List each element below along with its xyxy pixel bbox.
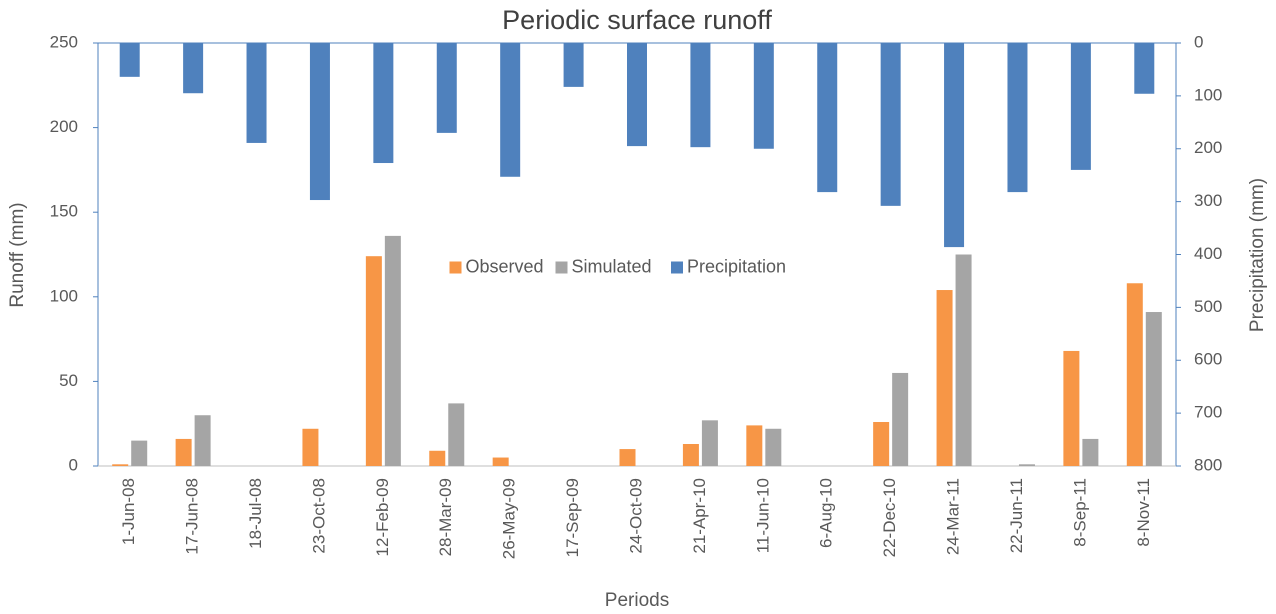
precipitation-bar: [1134, 43, 1155, 94]
y-tick-label: 100: [50, 286, 78, 305]
runoff-bar: [112, 464, 129, 466]
x-tick-label: 11-Jun-10: [753, 478, 772, 553]
runoff-bar: [619, 449, 636, 466]
x-tick-label: 1-Jun-08: [119, 478, 138, 545]
precipitation-bar: [119, 43, 140, 77]
y2-tick-label: 600: [1194, 350, 1222, 369]
x-tick-label: 28-Mar-09: [436, 478, 455, 556]
precipitation-bar: [880, 43, 901, 206]
runoff-bar: [365, 256, 382, 466]
precipitation-bar: [309, 43, 330, 201]
runoff-bar: [701, 420, 718, 466]
y2-tick-label: 700: [1194, 403, 1222, 422]
y-tick-label: 0: [69, 455, 78, 474]
x-tick-label: 24-Oct-09: [626, 478, 645, 554]
runoff-bar: [682, 444, 699, 466]
precipitation-bar: [183, 43, 204, 94]
runoff-bar: [194, 415, 211, 466]
runoff-bar: [448, 403, 465, 466]
y2-tick-label: 100: [1194, 85, 1222, 104]
y2-tick-label: 400: [1194, 244, 1222, 263]
precipitation-bar: [373, 43, 394, 164]
y2-axis-title: Precipitation (mm): [1247, 178, 1268, 332]
runoff-bar: [1082, 438, 1099, 466]
x-axis-title: Periods: [605, 590, 669, 611]
runoff-bar: [429, 450, 446, 466]
precipitation-bar: [1007, 43, 1028, 193]
runoff-bar: [175, 438, 192, 466]
precipitation-bar: [944, 43, 965, 248]
y2-tick-label: 500: [1194, 297, 1222, 316]
runoff-bar: [765, 428, 782, 466]
y2-tick-label: 300: [1194, 191, 1222, 210]
x-tick-label: 8-Nov-11: [1134, 478, 1153, 547]
y-axis-title: Runoff (mm): [7, 202, 28, 307]
runoff-bar: [1126, 283, 1143, 466]
legend-label: Observed: [466, 256, 544, 276]
precipitation-bar: [1070, 43, 1091, 170]
y2-tick-label: 800: [1194, 455, 1222, 474]
runoff-bar: [1145, 312, 1162, 466]
precipitation-bar: [627, 43, 647, 147]
y-tick-label: 250: [50, 32, 78, 51]
y2-tick-label: 0: [1194, 32, 1203, 51]
precipitation-bar: [500, 43, 521, 177]
x-tick-label: 21-Apr-10: [690, 478, 709, 554]
runoff-bar: [1063, 350, 1080, 466]
x-tick-label: 17-Sep-09: [563, 478, 582, 557]
runoff-bar: [131, 440, 148, 466]
legend-swatch: [449, 261, 462, 274]
runoff-bar: [384, 235, 401, 466]
precipitation-bar: [817, 43, 838, 193]
legend-swatch: [555, 261, 568, 274]
y-tick-label: 150: [50, 202, 78, 221]
x-tick-label: 12-Feb-09: [373, 478, 392, 556]
precipitation-bar: [690, 43, 711, 148]
precipitation-bar: [436, 43, 457, 133]
legend-label: Simulated: [572, 256, 652, 276]
runoff-bar: [873, 422, 890, 466]
x-tick-label: 23-Oct-08: [309, 478, 328, 554]
x-tick-label: 22-Jun-11: [1007, 478, 1026, 553]
x-tick-label: 8-Sep-11: [1070, 478, 1089, 547]
x-tick-label: 26-May-09: [500, 478, 519, 559]
x-tick-label: 6-Aug-10: [817, 478, 836, 548]
runoff-bar: [936, 290, 953, 466]
runoff-bar: [1018, 464, 1035, 466]
legend-swatch: [671, 261, 683, 274]
y-tick-label: 50: [59, 371, 78, 390]
y-tick-label: 200: [50, 117, 78, 136]
runoff-bar: [492, 457, 509, 466]
x-tick-label: 22-Dec-10: [880, 478, 899, 557]
runoff-bar: [746, 425, 763, 466]
x-tick-label: 24-Mar-11: [944, 478, 963, 555]
x-tick-label: 17-Jun-08: [183, 478, 202, 555]
y2-tick-label: 200: [1194, 138, 1222, 157]
precipitation-bar: [563, 43, 584, 87]
precipitation-bar: [246, 43, 267, 143]
runoff-bar: [302, 428, 319, 466]
legend-label: Precipitation: [687, 256, 786, 276]
precipitation-bar: [753, 43, 774, 149]
x-tick-label: 18-Jul-08: [246, 478, 265, 549]
runoff-bar: [892, 372, 909, 466]
runoff-bar: [955, 254, 972, 466]
chart-title: Periodic surface runoff: [502, 5, 772, 35]
